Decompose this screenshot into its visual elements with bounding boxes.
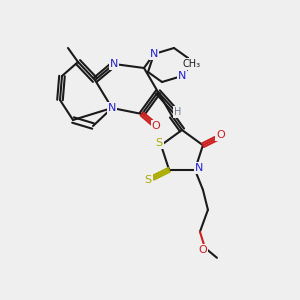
Text: N: N xyxy=(110,59,118,69)
Text: H: H xyxy=(174,107,182,117)
Text: N: N xyxy=(195,163,203,173)
Text: N: N xyxy=(178,71,186,81)
Text: O: O xyxy=(152,121,160,131)
Text: O: O xyxy=(199,245,207,255)
Text: CH₃: CH₃ xyxy=(183,59,201,69)
Text: N: N xyxy=(150,49,158,59)
Text: S: S xyxy=(145,175,152,185)
Text: O: O xyxy=(217,130,225,140)
Text: N: N xyxy=(108,103,116,113)
Text: S: S xyxy=(155,138,163,148)
